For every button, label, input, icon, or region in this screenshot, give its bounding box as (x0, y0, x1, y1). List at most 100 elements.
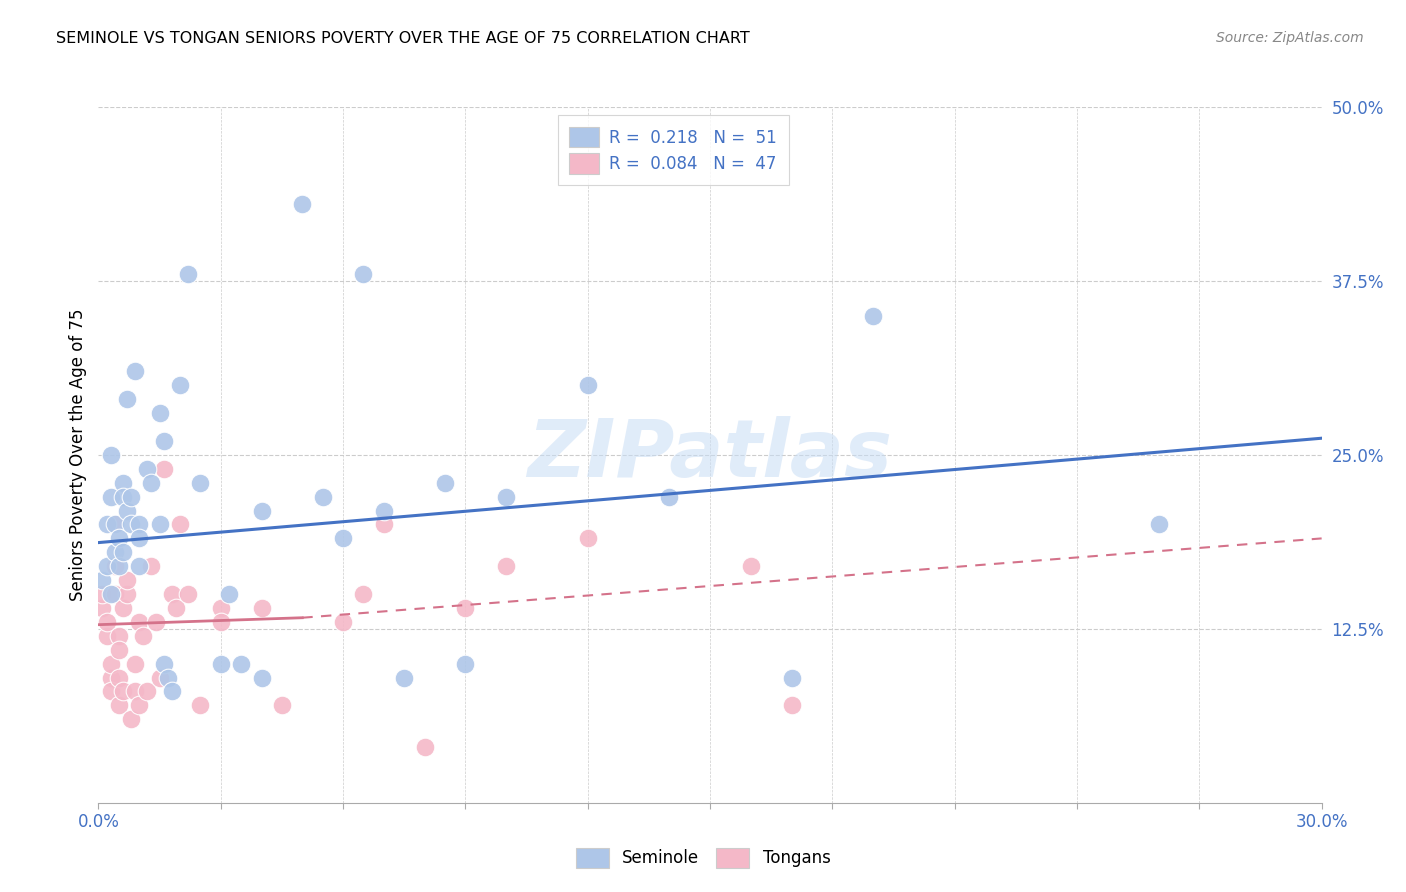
Point (111, 490, 134, 504)
Point (104, 545, 127, 559)
Y-axis label: Seniors Poverty Over the Age of 75: Seniors Poverty Over the Age of 75 (69, 309, 87, 601)
Point (111, 475, 134, 490)
Point (1147, 517, 1170, 532)
Point (576, 532, 599, 546)
Point (373, 503, 395, 517)
Point (177, 587, 200, 601)
Point (128, 532, 150, 546)
Point (96, 559, 118, 574)
Point (352, 587, 374, 601)
Point (495, 559, 517, 574)
Point (780, 671, 803, 685)
Point (108, 559, 131, 574)
Point (434, 475, 457, 490)
Point (104, 559, 127, 574)
Point (332, 532, 354, 546)
Point (100, 671, 122, 685)
Point (104, 517, 127, 532)
Point (120, 517, 142, 532)
Point (160, 587, 183, 601)
Point (160, 684, 183, 698)
Point (149, 517, 172, 532)
Point (576, 378, 599, 392)
Point (104, 517, 127, 532)
Point (120, 712, 142, 726)
Point (124, 657, 146, 671)
Point (128, 559, 150, 574)
Point (141, 559, 163, 574)
Point (250, 601, 273, 615)
Point (91, 587, 114, 601)
Point (128, 517, 150, 532)
Point (270, 698, 294, 713)
Point (132, 629, 155, 643)
Point (250, 503, 273, 517)
Text: Source: ZipAtlas.com: Source: ZipAtlas.com (1216, 31, 1364, 45)
Point (454, 601, 477, 615)
Point (332, 615, 354, 629)
Point (128, 615, 150, 629)
Point (96, 517, 118, 532)
Text: SEMINOLE VS TONGAN SENIORS POVERTY OVER THE AGE OF 75 CORRELATION CHART: SEMINOLE VS TONGAN SENIORS POVERTY OVER … (56, 31, 749, 46)
Point (495, 490, 517, 504)
Point (96, 615, 118, 629)
Point (115, 503, 138, 517)
Point (740, 559, 762, 574)
Point (124, 364, 146, 378)
Legend: Seminole, Tongans: Seminole, Tongans (569, 841, 837, 875)
Point (145, 615, 167, 629)
Point (96, 629, 118, 643)
Point (136, 462, 159, 476)
Point (100, 448, 122, 462)
Point (100, 684, 122, 698)
Point (209, 615, 232, 629)
Point (115, 392, 138, 407)
Point (124, 684, 146, 698)
Point (100, 490, 122, 504)
Point (91, 573, 114, 587)
Point (108, 642, 131, 657)
Point (231, 657, 253, 671)
Point (152, 462, 174, 476)
Point (169, 517, 191, 532)
Point (136, 684, 159, 698)
Point (108, 698, 131, 713)
Point (188, 698, 212, 713)
Point (111, 684, 134, 698)
Point (780, 698, 803, 713)
Point (862, 309, 884, 323)
Point (104, 587, 127, 601)
Point (658, 490, 681, 504)
Point (100, 587, 122, 601)
Point (156, 671, 179, 685)
Legend: R =  0.218   N =  51, R =  0.084   N =  47: R = 0.218 N = 51, R = 0.084 N = 47 (558, 115, 789, 186)
Point (152, 434, 174, 448)
Point (149, 671, 172, 685)
Text: ZIPatlas: ZIPatlas (527, 416, 893, 494)
Point (413, 740, 436, 755)
Point (169, 378, 191, 392)
Point (91, 601, 114, 615)
Point (352, 267, 374, 281)
Point (250, 671, 273, 685)
Point (177, 267, 200, 281)
Point (115, 587, 138, 601)
Point (312, 490, 335, 504)
Point (373, 517, 395, 532)
Point (392, 671, 416, 685)
Point (115, 573, 138, 587)
Point (454, 657, 477, 671)
Point (108, 671, 131, 685)
Point (120, 490, 142, 504)
Point (108, 629, 131, 643)
Point (209, 601, 232, 615)
Point (111, 601, 134, 615)
Point (152, 657, 174, 671)
Point (218, 587, 240, 601)
Point (209, 657, 232, 671)
Point (188, 475, 212, 490)
Point (165, 601, 187, 615)
Point (100, 657, 122, 671)
Point (141, 475, 163, 490)
Point (111, 545, 134, 559)
